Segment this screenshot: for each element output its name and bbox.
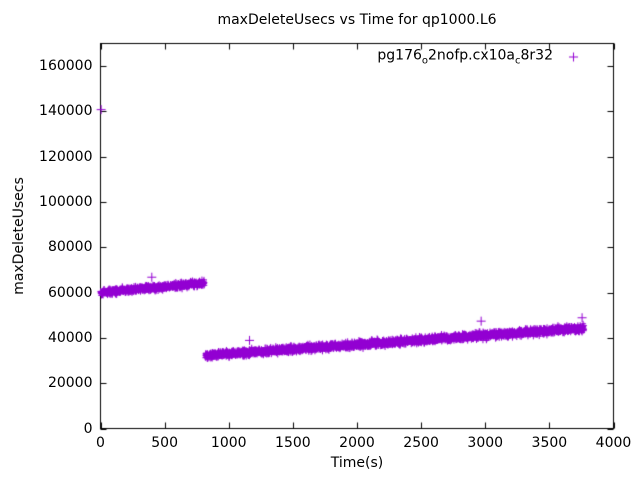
legend-entry-label: pg176o2nofp.cx10ac8r32 [377,47,553,67]
legend-label-text: pg176 [377,47,422,64]
x-tick-label: 3000 [467,434,504,451]
x-axis-label: Time(s) [330,455,384,471]
x-tick-label: 1000 [210,434,247,451]
x-tick-label: 4000 [595,434,632,451]
chart-title: maxDeleteUsecs vs Time for qp1000.L6 [217,12,497,28]
y-tick-label: 160000 [39,58,93,75]
legend-label-subscript: o [421,55,429,67]
y-axis-label: maxDeleteUsecs [11,177,27,295]
x-tick-label: 2500 [403,434,439,451]
y-tick-label: 20000 [47,375,93,392]
y-tick-label: 80000 [47,239,93,256]
y-tick-label: 60000 [47,284,93,301]
x-tick-label: 1500 [275,434,311,451]
y-tick-label: 40000 [47,329,93,346]
y-tick-label: 120000 [39,148,93,165]
x-tick-label: 500 [151,434,178,451]
x-tick-label: 0 [96,434,105,451]
legend-label-text: 8r32 [520,47,553,64]
y-tick-label: 0 [83,420,93,437]
y-tick-label: 140000 [39,103,93,120]
x-tick-label: 3500 [531,434,568,451]
legend-label-subscript: c [515,55,521,67]
legend: pg176o2nofp.cx10ac8r32 [377,48,553,67]
y-tick-label: 100000 [39,194,93,211]
x-tick-label: 2000 [339,434,375,451]
legend-label-text: 2nofp.cx10a [428,47,516,64]
